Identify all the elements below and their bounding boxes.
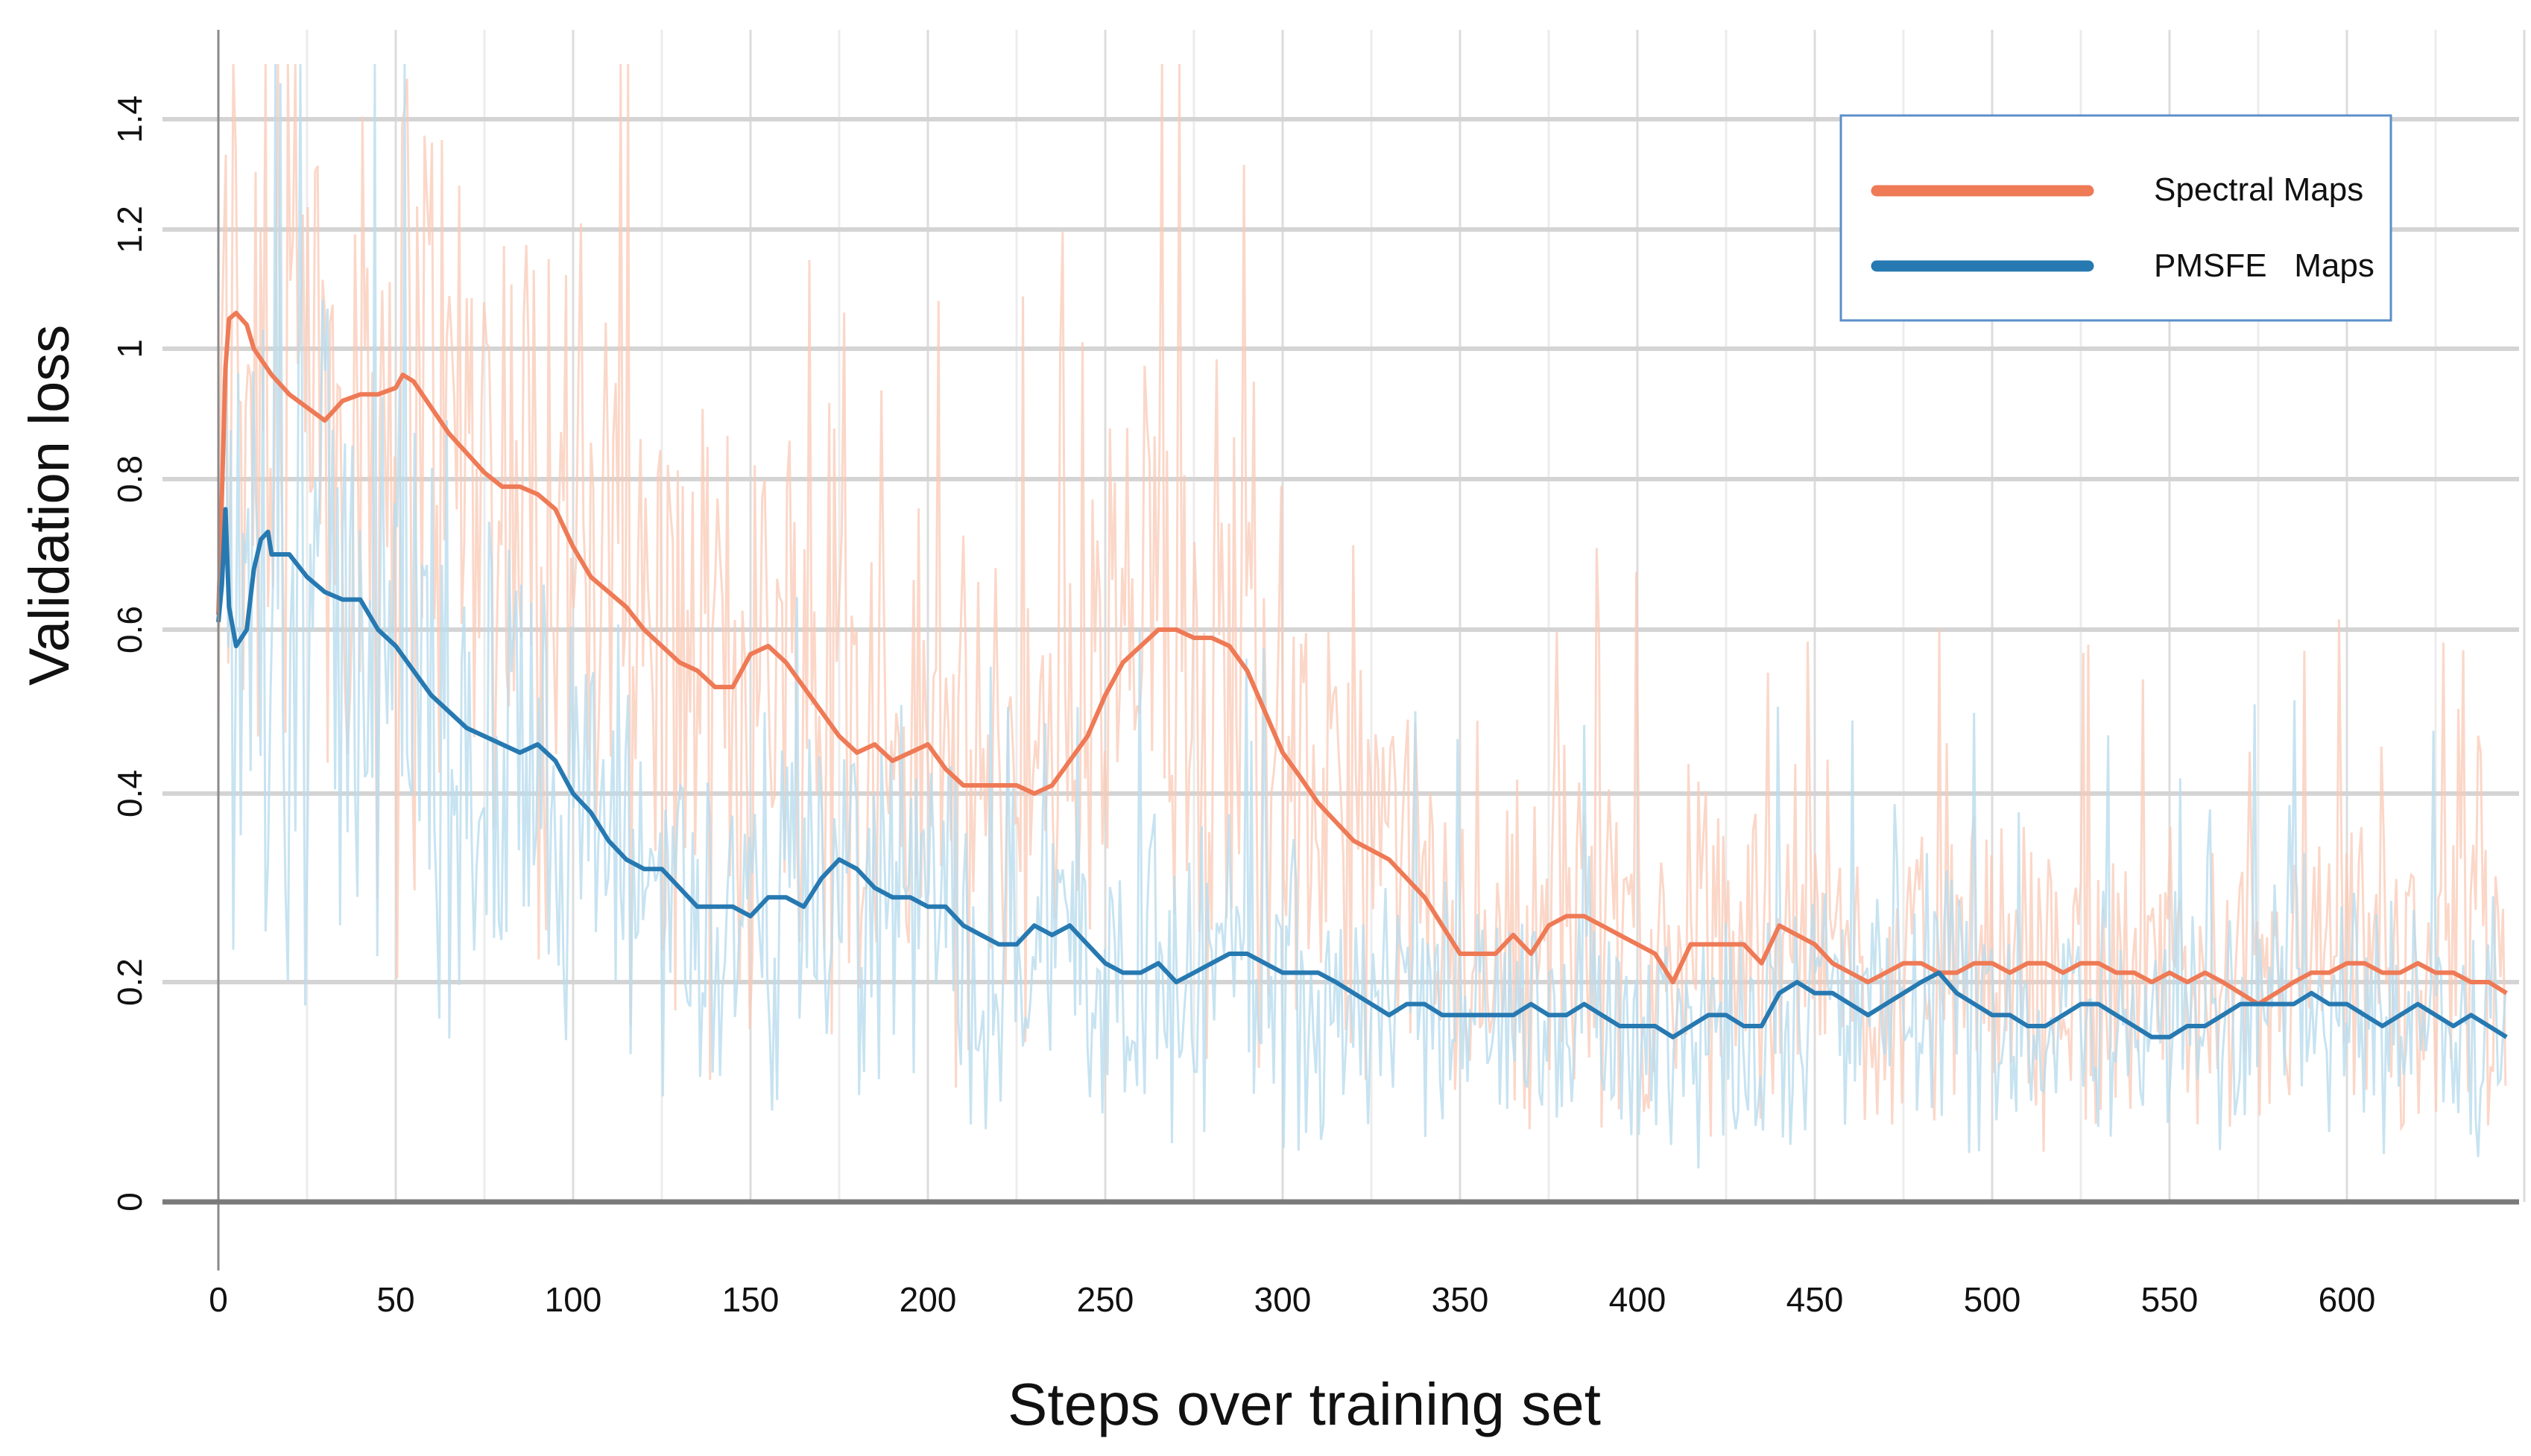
x-tick-label: 600 bbox=[2319, 1280, 2376, 1319]
y-tick-label: 1.2 bbox=[110, 206, 149, 253]
legend-label-pmsfe-maps: PMSFE Maps bbox=[2154, 247, 2374, 284]
y-axis-title: Validation loss bbox=[18, 325, 81, 686]
y-tick-label: 0.4 bbox=[110, 770, 149, 817]
y-tick-label: 1.4 bbox=[110, 95, 149, 143]
x-tick-label: 0 bbox=[209, 1280, 228, 1319]
x-tick-label: 500 bbox=[1964, 1280, 2021, 1319]
x-tick-label: 100 bbox=[545, 1280, 602, 1319]
x-tick-label: 150 bbox=[722, 1280, 780, 1319]
y-tick-label: 0.2 bbox=[110, 958, 149, 1006]
x-tick-labels: 0 50 100 150 200 250 300 350 400 450 500 550 600 bbox=[209, 1280, 2375, 1319]
smoothed-series-group bbox=[216, 311, 2508, 1039]
x-tick-label: 200 bbox=[900, 1280, 957, 1319]
x-axis-title: Steps over training set bbox=[1008, 1371, 1601, 1437]
x-tick-label: 250 bbox=[1077, 1280, 1134, 1319]
series-line-pmsfe-maps bbox=[216, 507, 2508, 1039]
x-tick-label: 350 bbox=[1432, 1280, 1489, 1319]
legend-label-spectral-maps: Spectral Maps bbox=[2154, 171, 2363, 208]
y-tick-label: 0 bbox=[110, 1192, 149, 1212]
raw-trace-spectral-maps bbox=[217, 63, 2507, 1152]
series-line-spectral-maps bbox=[216, 311, 2508, 1007]
y-tick-label: 1 bbox=[110, 339, 149, 358]
x-tick-label: 50 bbox=[376, 1280, 414, 1319]
x-tick-label: 300 bbox=[1254, 1280, 1312, 1319]
y-tick-labels: 0 0.2 0.4 0.6 0.8 1 1.2 1.4 bbox=[110, 95, 149, 1212]
x-tick-label: 400 bbox=[1609, 1280, 1666, 1319]
legend-box bbox=[1839, 114, 2392, 322]
legend: Spectral Maps PMSFE Maps bbox=[1839, 114, 2392, 322]
x-tick-label: 550 bbox=[2141, 1280, 2199, 1319]
y-tick-label: 0.6 bbox=[110, 606, 149, 653]
x-tick-label: 450 bbox=[1786, 1280, 1844, 1319]
y-tick-label: 0.8 bbox=[110, 455, 149, 503]
